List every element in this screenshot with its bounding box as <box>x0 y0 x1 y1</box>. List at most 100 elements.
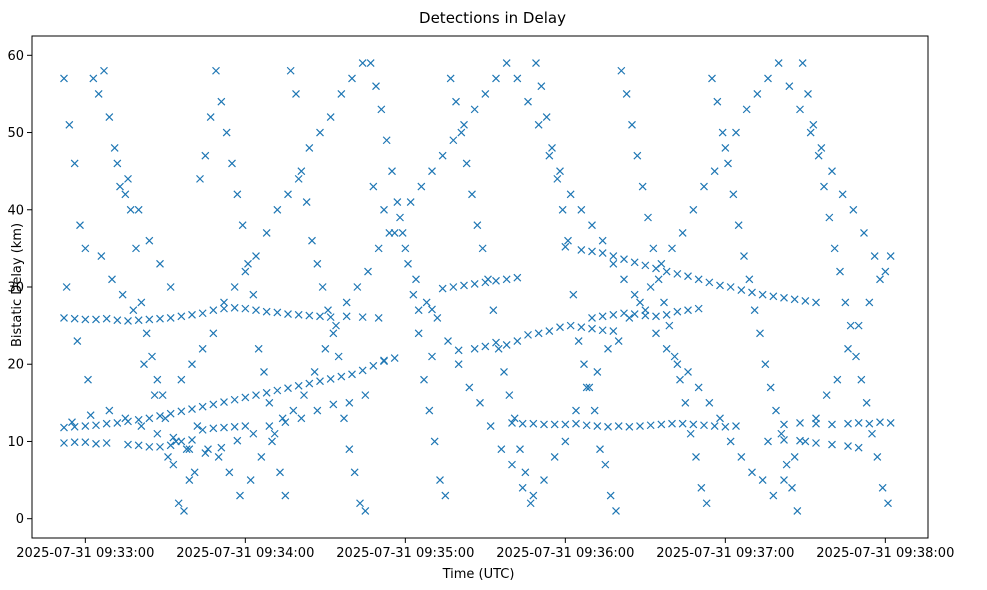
detection-point <box>585 383 594 392</box>
detection-point <box>657 259 666 268</box>
detection-point <box>188 360 196 369</box>
detection-point <box>694 275 703 284</box>
detection-point <box>652 329 660 338</box>
detection-point <box>470 105 479 114</box>
detection-point <box>873 452 882 461</box>
detection-point <box>457 128 466 137</box>
detection-point <box>657 420 666 429</box>
detection-point <box>561 242 570 251</box>
detection-point <box>577 205 586 214</box>
detection-point <box>134 205 143 214</box>
detection-point <box>625 422 634 431</box>
detection-point <box>588 247 596 256</box>
detection-point <box>73 337 82 345</box>
detection-point <box>886 252 895 261</box>
detection-point <box>113 419 122 427</box>
detection-point <box>497 445 506 454</box>
detection-point <box>316 377 324 386</box>
detection-point <box>844 344 852 353</box>
detection-point <box>249 290 258 299</box>
detection-point <box>500 368 508 376</box>
y-axis-label: Bistatic Delay (km) <box>10 223 25 347</box>
detection-point <box>716 414 724 423</box>
detection-point <box>566 190 575 199</box>
detection-point <box>156 412 164 420</box>
detection-point <box>870 252 879 261</box>
detection-point <box>486 422 495 430</box>
detection-point <box>148 352 156 361</box>
detection-point <box>124 440 132 449</box>
detection-point <box>748 468 756 477</box>
detection-point <box>809 120 818 129</box>
detection-point <box>502 340 511 349</box>
detection-point <box>564 236 572 245</box>
detection-point <box>876 275 884 284</box>
detection-point <box>129 306 138 315</box>
detection-point <box>705 398 714 407</box>
detection-point <box>102 439 111 447</box>
detection-point <box>604 344 612 353</box>
detection-point <box>281 491 290 500</box>
detection-point <box>177 375 186 384</box>
detection-point <box>252 306 260 315</box>
detection-point <box>260 368 268 376</box>
detection-point <box>796 419 804 427</box>
detection-point <box>185 476 194 485</box>
detection-point <box>337 372 346 381</box>
detection-point <box>572 406 580 415</box>
detection-point <box>273 308 282 317</box>
detection-point <box>740 252 748 261</box>
detection-point <box>444 337 452 345</box>
detection-point <box>598 236 607 245</box>
detection-point <box>164 452 172 461</box>
detection-point <box>372 82 380 91</box>
detection-point <box>369 182 378 191</box>
detection-point <box>81 438 90 447</box>
detection-point <box>462 159 471 168</box>
detection-point <box>513 337 522 345</box>
detection-point <box>718 128 727 137</box>
detection-point <box>273 205 282 214</box>
detection-point <box>380 356 388 365</box>
detection-point <box>798 59 807 67</box>
detection-point <box>228 159 236 168</box>
detection-point <box>678 229 687 237</box>
detection-point <box>433 313 442 322</box>
detection-point <box>81 315 90 324</box>
detection-point <box>812 414 820 423</box>
y-tick-label: 30 <box>7 281 24 296</box>
detection-point <box>214 452 223 461</box>
detection-point <box>609 259 618 268</box>
detection-point <box>590 406 599 415</box>
detection-point <box>438 284 447 293</box>
detection-point <box>321 344 330 353</box>
detection-point <box>86 411 95 420</box>
detection-point <box>854 419 863 427</box>
detection-point <box>662 267 671 276</box>
detection-point <box>70 314 79 323</box>
detection-point <box>289 406 298 415</box>
detection-point <box>726 437 735 446</box>
detection-point <box>238 221 247 230</box>
detection-point <box>198 309 207 318</box>
detection-point <box>177 312 186 321</box>
detection-point <box>545 327 554 335</box>
detection-point <box>689 205 698 214</box>
detection-point <box>825 213 834 222</box>
detection-point <box>518 419 527 428</box>
detection-point <box>580 360 588 369</box>
detection-point <box>382 136 391 145</box>
detection-point <box>846 321 855 330</box>
detection-point <box>145 414 154 423</box>
detection-point <box>217 97 226 106</box>
detection-point <box>396 213 404 222</box>
detection-point <box>516 445 524 454</box>
detection-point <box>838 190 847 199</box>
detection-point <box>865 298 874 307</box>
detection-point <box>390 229 399 237</box>
detection-point <box>449 136 458 145</box>
detection-point <box>561 437 570 446</box>
detection-point <box>134 415 143 424</box>
chart-title: Detections in Delay <box>419 9 566 27</box>
detection-point <box>284 384 292 393</box>
